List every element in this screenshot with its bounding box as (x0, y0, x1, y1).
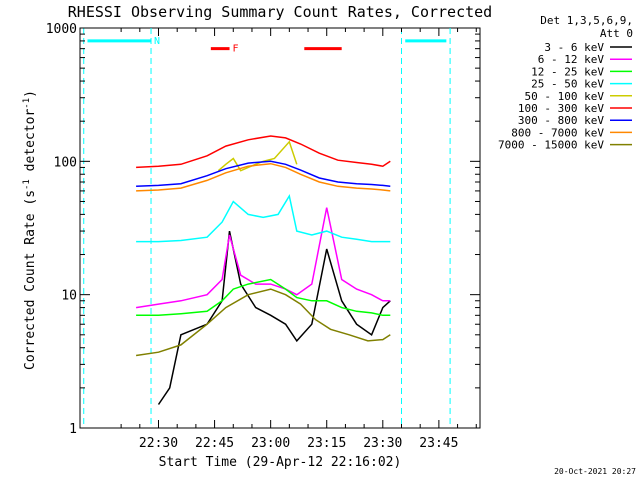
series-line (136, 162, 391, 192)
annotation-label: N (154, 36, 160, 47)
series-line (135, 288, 391, 357)
legend-label: 50 - 100 keV (525, 90, 605, 103)
series-line (217, 140, 298, 172)
y-tick-label: 1000 (46, 22, 77, 37)
annotation-label: F (233, 44, 239, 55)
series-line (157, 230, 391, 405)
x-tick-label: 23:45 (419, 436, 458, 451)
annotation-layer: NF (83, 28, 451, 428)
x-tick-label: 23:15 (307, 436, 346, 451)
y-axis: 1 10 100 1000 (46, 22, 480, 437)
x-axis-label: Start Time (29-Apr-12 22:16:02) (159, 455, 402, 470)
legend-subtitle: Att 0 (600, 27, 633, 40)
chart-title: RHESSI Observing Summary Count Rates, Co… (68, 3, 492, 21)
legend-label: 6 - 12 keV (538, 53, 605, 66)
series-line (136, 278, 391, 317)
series-line (136, 160, 391, 188)
x-tick-label: 22:30 (139, 436, 178, 451)
x-axis: 22:30 22:45 23:00 23:15 23:30 23:45 (120, 28, 477, 451)
y-axis-label-mid: detector (23, 109, 38, 180)
x-tick-label: 22:45 (195, 436, 234, 451)
legend-label: 300 - 800 keV (518, 114, 604, 127)
timestamp: 20-Oct-2021 20:27 (554, 467, 636, 476)
legend-label: 800 - 7000 keV (511, 126, 604, 139)
series-line (136, 193, 391, 243)
x-tick-label: 23:30 (363, 436, 402, 451)
y-tick-label: 100 (54, 155, 77, 170)
y-tick-label: 1 (69, 422, 77, 437)
legend-label: 7000 - 15000 keV (498, 139, 604, 152)
y-tick-label: 10 (61, 289, 77, 304)
y-axis-label: Corrected Count Rate (s-1 detector-1) (22, 90, 38, 370)
legend-label: 25 - 50 keV (531, 78, 604, 91)
x-tick-label: 23:00 (251, 436, 290, 451)
legend-label: 100 - 300 keV (518, 102, 604, 115)
series-line (136, 135, 391, 169)
legend-label: 3 - 6 keV (544, 41, 604, 54)
y-axis-label-sup2: -1 (22, 98, 32, 109)
plot-frame (79, 27, 481, 429)
series-layer (135, 135, 391, 405)
series-line (135, 207, 391, 309)
legend-title: Det 1,3,5,6,9, (540, 14, 633, 27)
y-axis-label-sup1: -1 (22, 179, 32, 190)
legend-label: 12 - 25 keV (531, 65, 604, 78)
y-axis-label-main: Corrected Count Rate (s (23, 190, 38, 370)
y-axis-label-end: ) (23, 90, 38, 98)
